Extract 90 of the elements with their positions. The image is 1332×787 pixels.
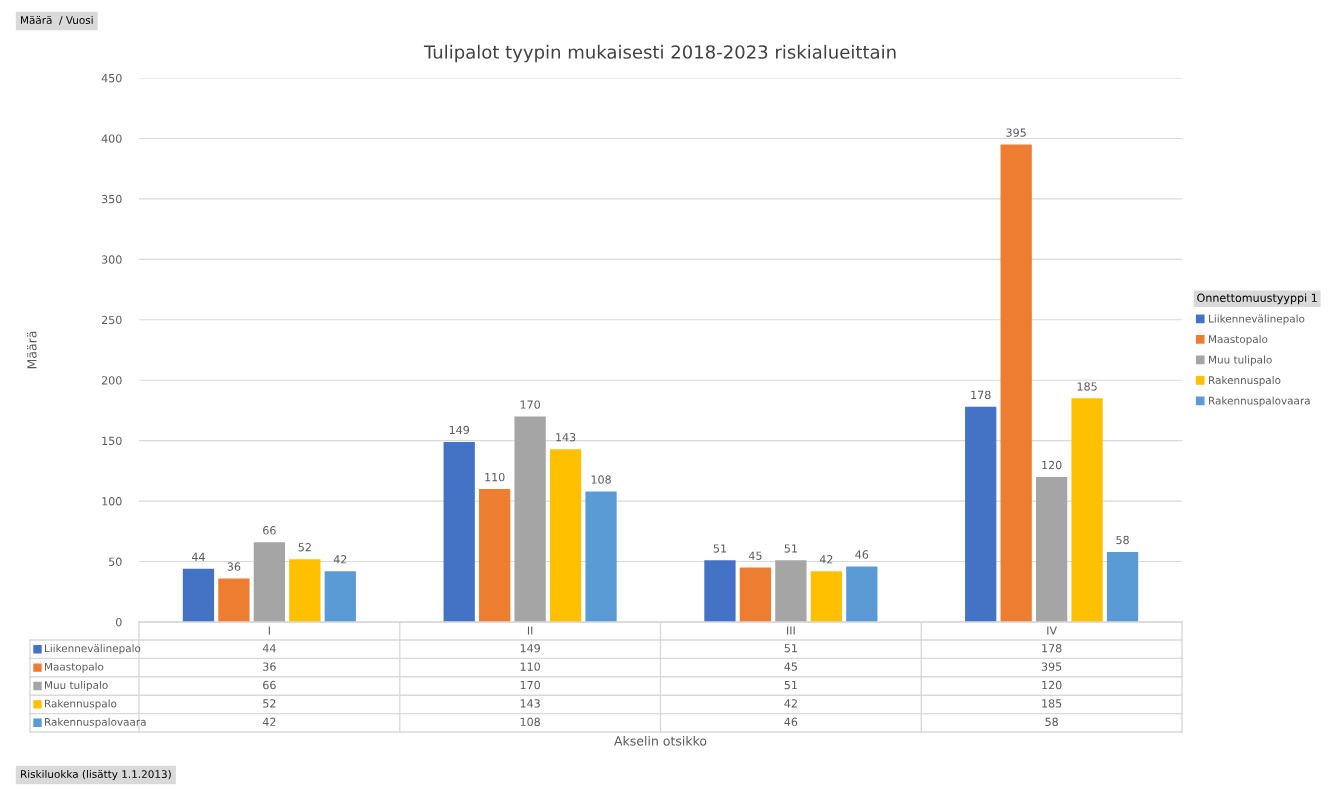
y-tick-label: 250 xyxy=(101,315,122,325)
text: 51 xyxy=(784,644,797,653)
text: Muu tulipalo xyxy=(45,680,108,692)
bar xyxy=(585,491,617,622)
bar xyxy=(775,560,807,622)
text: 149 xyxy=(520,644,540,653)
text: 36 xyxy=(263,662,276,671)
data-label: 395 xyxy=(1006,128,1026,137)
y-tick-label: 150 xyxy=(102,436,122,446)
data-label: 108 xyxy=(591,475,611,484)
bar xyxy=(253,542,286,622)
text: 52 xyxy=(263,699,276,708)
legend-title: Onnettomuustyyppi 1 xyxy=(1197,293,1317,305)
text: Liikennevälinepalo xyxy=(1209,314,1305,325)
y-tick-label: 0 xyxy=(116,617,122,627)
bar xyxy=(846,566,878,622)
bar xyxy=(324,571,356,622)
text: Määrä / Vuosi xyxy=(21,15,93,25)
y-tick-label: 100 xyxy=(102,497,122,506)
text: 42 xyxy=(262,717,276,726)
bar xyxy=(965,406,997,622)
data-label: 58 xyxy=(1116,535,1129,545)
data-label: 185 xyxy=(1077,382,1097,391)
data-label: 45 xyxy=(748,551,762,560)
bar xyxy=(739,567,772,622)
text: 45 xyxy=(784,662,797,671)
text: Maastopalo xyxy=(1209,335,1268,346)
bar xyxy=(1035,476,1068,622)
y-tick-label: 400 xyxy=(101,134,122,143)
text: 42 xyxy=(784,699,797,708)
bar xyxy=(1000,144,1032,622)
data-label: 42 xyxy=(333,555,347,564)
data-label: 120 xyxy=(1042,460,1062,470)
data-label: 44 xyxy=(191,552,205,561)
text: 143 xyxy=(520,699,540,708)
text: 120 xyxy=(1042,680,1062,690)
text: 66 xyxy=(263,680,276,690)
bar xyxy=(549,449,582,622)
x-tick-label: IV xyxy=(1047,626,1057,635)
y-tick-label: 200 xyxy=(101,376,122,385)
data-label: 51 xyxy=(713,544,726,553)
bar xyxy=(704,560,736,622)
text: Rakennuspalo xyxy=(45,699,117,710)
x-tick-label: II xyxy=(527,626,533,635)
data-label: 46 xyxy=(855,550,869,559)
data-label: 36 xyxy=(227,562,241,571)
text: 44 xyxy=(262,644,276,653)
bar xyxy=(514,416,546,622)
data-label: 110 xyxy=(485,472,505,482)
text: 185 xyxy=(1042,699,1062,708)
x-tick-label: I xyxy=(268,626,270,635)
data-label: 52 xyxy=(298,543,311,552)
bar xyxy=(810,571,842,622)
legend-label: Maastopalo xyxy=(45,662,104,673)
data-label: 42 xyxy=(819,555,833,564)
bar xyxy=(1106,551,1139,622)
text: Riskiluokka (lisätty 1.1.2013) xyxy=(21,769,171,781)
text: 395 xyxy=(1041,662,1062,671)
x-tick-label: III xyxy=(787,626,795,635)
text: Akselin otsikko xyxy=(614,735,707,746)
chart-title: Tulipalot tyypin mukaisesti 2018-2023 riskialueittain xyxy=(423,44,896,63)
legend-label: Rakennuspalovaara xyxy=(1209,396,1310,407)
data-label: 51 xyxy=(784,544,797,553)
data-label: 66 xyxy=(263,526,276,535)
legend-label: Muu tulipalo xyxy=(1209,355,1272,366)
data-label: 170 xyxy=(520,400,540,409)
text: Rakennuspalovaara xyxy=(45,717,146,728)
data-label: 143 xyxy=(556,433,576,442)
text: 178 xyxy=(1042,644,1062,653)
text: 110 xyxy=(520,662,540,671)
text: 108 xyxy=(520,717,540,727)
bar xyxy=(479,489,511,622)
legend-label: Rakennuspalo xyxy=(1209,376,1281,387)
bar xyxy=(443,441,475,622)
y-tick-label: 450 xyxy=(101,73,122,83)
text: 51 xyxy=(784,680,797,690)
bar xyxy=(289,559,321,622)
text: Määrä xyxy=(26,331,37,369)
bar xyxy=(182,568,215,622)
bar xyxy=(1071,398,1103,622)
data-label: 149 xyxy=(449,425,470,435)
text: 170 xyxy=(520,680,540,690)
text: 46 xyxy=(784,717,798,727)
y-tick-label: 50 xyxy=(109,557,122,566)
text: 58 xyxy=(1045,717,1058,727)
data-label: 178 xyxy=(971,390,991,400)
bar xyxy=(218,578,250,622)
y-tick-label: 300 xyxy=(101,255,122,264)
legend-label: Liikennevälinepalo xyxy=(45,644,141,655)
y-tick-label: 350 xyxy=(101,194,122,204)
